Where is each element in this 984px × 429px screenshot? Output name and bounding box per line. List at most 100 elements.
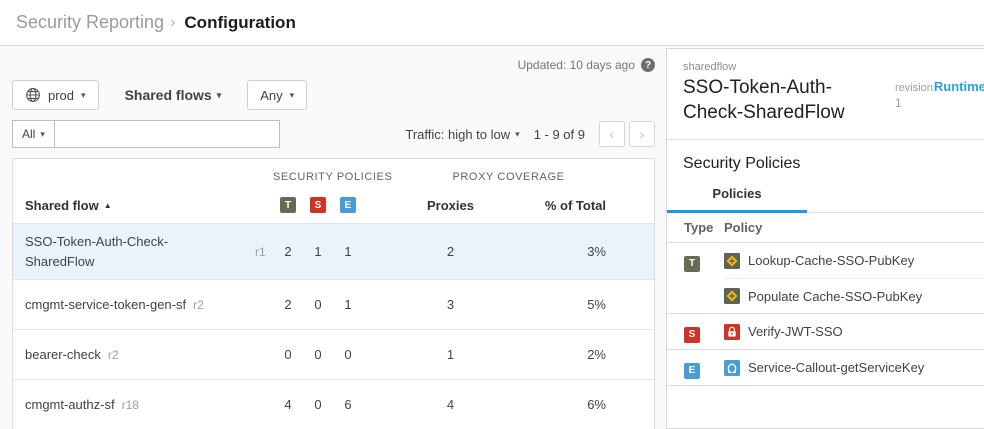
page-body: Updated: 10 days ago ? prod ▾ [0, 46, 984, 429]
s-count: 0 [314, 297, 322, 312]
flow-revision: r2 [107, 347, 119, 362]
list-controls: Traffic: high to low ▾ 1 - 9 of 9 ‹ › [405, 121, 655, 147]
security-badge: S [310, 197, 326, 213]
threat-badge: T [684, 255, 700, 272]
policy-group: E Service-Callout-getServiceKey [667, 350, 984, 387]
search-box: All ▾ [12, 120, 280, 148]
revision-meta: revision Runtime 1 [895, 76, 984, 125]
s-count: 0 [314, 347, 322, 362]
scope-value: Shared flows [124, 87, 212, 103]
pct-of-total: 6% [587, 397, 606, 412]
flow-revision: r18 [121, 397, 139, 412]
prev-page-button[interactable]: ‹ [599, 121, 625, 147]
shared-flows-table: SECURITY POLICIES PROXY COVERAGE Shared … [12, 158, 655, 429]
t-count: 4 [284, 397, 292, 412]
revision-label: revision [895, 82, 933, 94]
traffic-sort-dropdown[interactable]: Traffic: high to low ▾ [405, 127, 519, 142]
policy-column-header: Policy [724, 220, 763, 236]
extension-badge: E [684, 362, 700, 379]
flow-name: cmgmt-service-token-gen-sf [25, 296, 187, 312]
pct-of-total: 5% [587, 297, 606, 312]
runtime-link[interactable]: Runtime [933, 79, 984, 94]
policy-group: T Lookup-Cache-SSO-PubKey [667, 243, 984, 315]
threat-badge: T [280, 197, 296, 213]
traffic-sort-value: Traffic: high to low [405, 126, 511, 142]
pager: ‹ › [599, 121, 655, 147]
proxies-count: 3 [446, 297, 455, 312]
caret-down-icon: ▾ [81, 89, 86, 100]
lock-icon [724, 323, 740, 340]
flow-name: cmgmt-authz-sf [25, 396, 115, 412]
table-row[interactable]: SSO-Token-Auth-Check-SharedFlow r1 2 1 1… [13, 223, 654, 279]
shared-flow-column-header[interactable]: Shared flow ▲ [13, 198, 273, 213]
detail-tabs: Policies [667, 186, 984, 214]
policy-name: Verify-JWT-SSO [748, 324, 843, 340]
updated-label: Updated: 10 days ago [517, 58, 635, 72]
search-input[interactable] [54, 120, 280, 148]
pct-of-total: 2% [587, 347, 606, 362]
s-count: 1 [314, 244, 322, 259]
pagination-range: 1 - 9 of 9 [533, 126, 585, 142]
type-column-header: Type [684, 220, 714, 236]
e-count: 0 [344, 347, 352, 362]
proxies-column-header: Proxies [427, 197, 474, 213]
environment-dropdown[interactable]: prod ▾ [12, 80, 99, 110]
t-count: 0 [284, 347, 292, 362]
flow-name: SSO-Token-Auth-Check-SharedFlow [25, 234, 169, 269]
next-page-button[interactable]: › [629, 121, 655, 147]
flow-name: bearer-check [25, 346, 101, 362]
help-icon[interactable]: ? [641, 58, 655, 72]
tab-policies[interactable]: Policies [667, 186, 807, 214]
e-count: 1 [344, 244, 352, 259]
detail-header: sharedflow SSO-Token-Auth-Check-SharedFl… [667, 49, 984, 139]
e-count: 6 [344, 397, 352, 412]
scope-dropdown[interactable]: Shared flows ▾ [125, 87, 222, 103]
search-scope-value: All [22, 127, 36, 141]
policy-row[interactable]: Populate Cache-SSO-PubKey [724, 278, 984, 313]
security-badge: S [684, 326, 700, 343]
page-title: Configuration [184, 12, 296, 32]
caret-down-icon: ▾ [289, 89, 295, 100]
table-row[interactable]: cmgmt-authz-sf r18 4 0 6 4 6% [13, 379, 654, 429]
t-count: 2 [284, 244, 292, 259]
chevron-right-icon: › [170, 13, 176, 31]
cache-icon [724, 252, 740, 269]
proxies-count: 1 [446, 347, 455, 362]
updated-row: Updated: 10 days ago ? [12, 46, 655, 78]
policy-table-header: Type Policy [667, 213, 984, 244]
cache-icon [724, 288, 740, 305]
revision-value: 1 [895, 96, 902, 110]
caret-down-icon: ▾ [40, 128, 45, 139]
detail-panel: sharedflow SSO-Token-Auth-Check-SharedFl… [666, 48, 984, 429]
divider [667, 139, 984, 141]
search-row: All ▾ Traffic: high to low ▾ 1 - 9 of 9 … [12, 120, 655, 148]
table-row[interactable]: cmgmt-service-token-gen-sf r2 2 0 1 3 5% [13, 279, 654, 329]
policy-row[interactable]: Lookup-Cache-SSO-PubKey [724, 243, 984, 278]
extension-badge: E [340, 197, 356, 213]
table-header-row: Shared flow ▲ T S E Proxies % of Total [13, 187, 654, 223]
policy-row[interactable]: Service-Callout-getServiceKey [724, 350, 984, 385]
any-filter-value: Any [260, 87, 283, 103]
shared-flow-header-label: Shared flow [25, 197, 99, 213]
report-main: Updated: 10 days ago ? prod ▾ [12, 46, 655, 429]
table-row[interactable]: bearer-check r2 0 0 0 1 2% [13, 329, 654, 379]
policy-row[interactable]: Verify-JWT-SSO [724, 314, 984, 349]
breadcrumb: Security Reporting › Configuration [0, 0, 984, 46]
breadcrumb-parent-link[interactable]: Security Reporting [16, 12, 165, 32]
caret-down-icon: ▾ [515, 128, 520, 139]
pct-column-header: % of Total [544, 197, 606, 213]
policy-group: S Verify-JWT-SSO [667, 314, 984, 351]
callout-icon [724, 359, 740, 376]
s-count: 0 [314, 397, 322, 412]
pct-of-total: 3% [587, 244, 606, 259]
search-scope-dropdown[interactable]: All ▾ [12, 120, 55, 148]
sort-asc-icon: ▲ [103, 200, 112, 210]
proxies-count: 2 [446, 244, 455, 259]
globe-icon [25, 87, 41, 103]
flow-revision: r1 [255, 244, 266, 259]
proxy-coverage-group-header: PROXY COVERAGE [452, 171, 565, 183]
any-filter-dropdown[interactable]: Any ▾ [247, 80, 308, 110]
proxies-count: 4 [446, 397, 455, 412]
environment-value: prod [48, 87, 75, 103]
